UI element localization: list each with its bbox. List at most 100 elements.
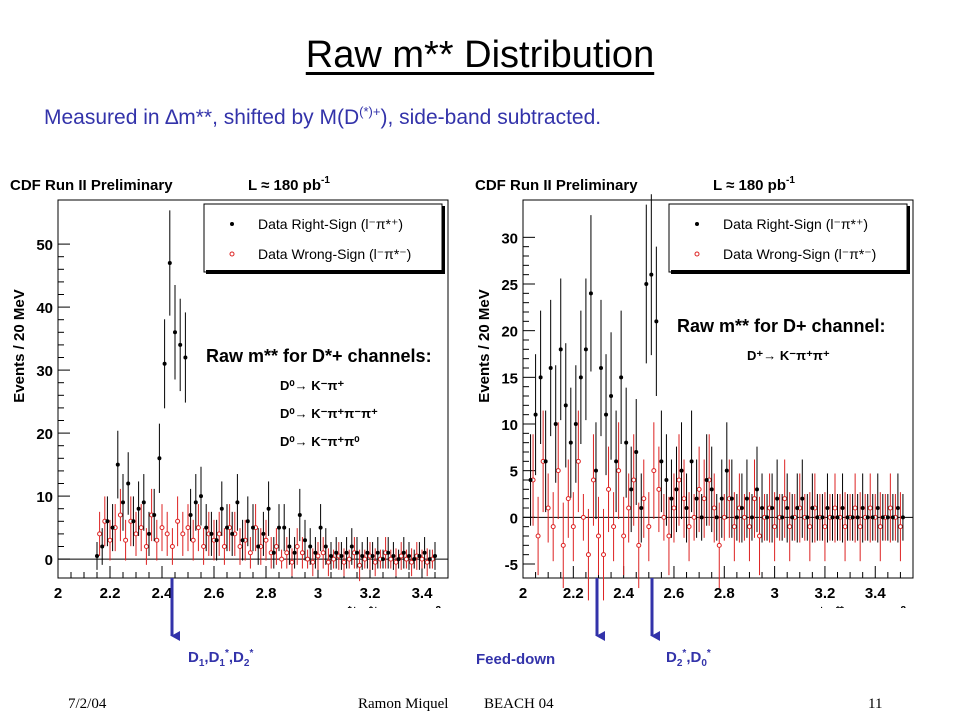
data-point-wrong-sign xyxy=(320,550,326,556)
data-point-right-sign xyxy=(634,450,639,454)
data-point-wrong-sign xyxy=(357,562,363,568)
y-tick-label: 5 xyxy=(510,464,518,481)
data-point-wrong-sign xyxy=(857,524,863,530)
subtitle-part2: m**, shifted by M(D xyxy=(178,106,360,129)
data-point-wrong-sign xyxy=(731,524,737,530)
data-point-right-sign xyxy=(719,496,724,501)
data-point-wrong-sign xyxy=(123,537,129,543)
data-point-wrong-sign xyxy=(154,537,160,543)
data-point-right-sign xyxy=(334,550,339,555)
data-point-right-sign xyxy=(370,553,375,558)
data-point-wrong-sign xyxy=(346,556,352,562)
data-point-right-sign xyxy=(825,506,830,510)
data-point-wrong-sign xyxy=(545,505,551,511)
data-point-right-sign xyxy=(820,515,825,520)
data-point-right-sign xyxy=(235,500,240,505)
data-point-wrong-sign xyxy=(201,544,207,549)
data-point-right-sign xyxy=(329,553,333,558)
y-tick-label: 50 xyxy=(36,237,53,254)
data-point-right-sign xyxy=(401,550,406,555)
data-point-wrong-sign xyxy=(372,559,378,565)
data-point-wrong-sign xyxy=(595,533,601,539)
data-point-wrong-sign xyxy=(691,514,697,520)
x-tick-label: 3.2 xyxy=(360,585,381,602)
data-point-right-sign xyxy=(391,553,396,558)
data-point-wrong-sign xyxy=(721,514,727,520)
data-point-right-sign xyxy=(709,487,714,492)
data-point-wrong-sign xyxy=(696,486,702,492)
data-point-right-sign xyxy=(669,496,674,501)
data-point-right-sign xyxy=(875,506,880,510)
data-point-wrong-sign xyxy=(97,531,103,537)
x-tick-label: 2 xyxy=(519,585,527,602)
data-point-right-sign xyxy=(323,544,328,549)
y-tick-label: 20 xyxy=(501,324,518,341)
data-point-wrong-sign xyxy=(711,505,717,511)
data-point-right-sign xyxy=(538,375,543,380)
data-point-wrong-sign xyxy=(325,559,331,565)
data-point-wrong-sign xyxy=(575,458,581,464)
legend-label-wrong-sign: Data Wrong-Sign (l⁻π*⁻) xyxy=(723,246,876,262)
data-point-right-sign xyxy=(599,366,603,370)
data-point-right-sign xyxy=(219,506,224,511)
data-point-wrong-sign xyxy=(666,533,672,539)
data-point-right-sign xyxy=(845,515,850,520)
x-tick-label: 3.2 xyxy=(815,585,836,602)
x-tick-label: 3 xyxy=(770,585,778,602)
data-point-wrong-sign xyxy=(117,512,123,518)
series-wrong-sign xyxy=(97,488,435,582)
data-point-right-sign xyxy=(230,531,235,536)
data-point-right-sign xyxy=(121,500,125,505)
data-point-right-sign xyxy=(178,342,183,347)
data-point-right-sign xyxy=(704,478,709,482)
data-point-wrong-sign xyxy=(315,553,321,559)
data-point-right-sign xyxy=(157,456,162,461)
data-point-right-sign xyxy=(558,347,563,352)
data-point-right-sign xyxy=(815,515,820,520)
data-point-wrong-sign xyxy=(661,514,667,520)
legend-marker-wrong-sign xyxy=(229,251,235,257)
y-tick-label: 10 xyxy=(36,489,53,506)
data-point-right-sign xyxy=(624,440,629,445)
data-point-right-sign xyxy=(422,550,427,555)
data-point-right-sign xyxy=(724,468,729,473)
data-point-right-sign xyxy=(810,506,815,510)
data-point-right-sign xyxy=(303,538,307,543)
x-tick-label: 2.6 xyxy=(664,585,685,602)
data-point-right-sign xyxy=(679,468,684,473)
data-point-wrong-sign xyxy=(611,524,617,530)
chart-legend: Data Right-Sign (l⁻π*⁺) Data Wrong-Sign (… xyxy=(203,203,445,274)
data-point-wrong-sign xyxy=(341,559,347,565)
data-point-wrong-sign xyxy=(681,496,687,502)
data-point-wrong-sign xyxy=(746,524,752,530)
data-point-right-sign xyxy=(890,515,895,520)
data-point-right-sign xyxy=(840,506,845,510)
y-tick-label: 10 xyxy=(501,417,518,434)
x-tick-label: 2.4 xyxy=(152,585,174,602)
data-point-right-sign xyxy=(865,515,870,520)
data-point-wrong-sign xyxy=(716,542,722,548)
data-point-wrong-sign xyxy=(289,559,295,565)
data-point-right-sign xyxy=(729,496,734,501)
data-point-right-sign xyxy=(349,544,354,549)
data-point-right-sign xyxy=(528,478,533,482)
data-point-wrong-sign xyxy=(237,544,243,549)
data-point-wrong-sign xyxy=(897,524,903,530)
data-point-right-sign xyxy=(95,553,99,558)
data-point-wrong-sign xyxy=(560,542,566,548)
x-axis-label: m(D*+π*+) (GeV/c2) xyxy=(319,605,446,608)
data-point-right-sign xyxy=(225,525,229,530)
data-point-right-sign xyxy=(261,531,266,536)
data-point-wrong-sign xyxy=(190,537,196,543)
data-point-right-sign xyxy=(664,478,669,482)
data-point-wrong-sign xyxy=(138,525,144,531)
data-point-wrong-sign xyxy=(616,468,622,474)
data-point-right-sign xyxy=(360,553,365,558)
data-point-right-sign xyxy=(785,506,790,510)
x-tick-label: 2.4 xyxy=(613,585,635,602)
data-point-wrong-sign xyxy=(852,505,858,511)
data-point-right-sign xyxy=(654,319,659,324)
data-point-right-sign xyxy=(375,550,380,555)
data-point-right-sign xyxy=(417,553,422,558)
data-point-wrong-sign xyxy=(169,544,175,549)
